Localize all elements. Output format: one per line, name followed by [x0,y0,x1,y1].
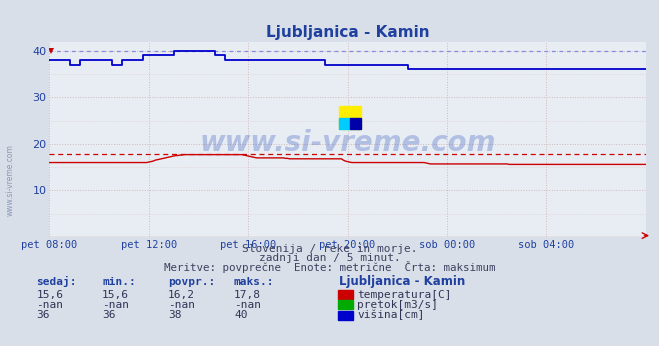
Text: -nan: -nan [36,300,63,310]
Text: 40: 40 [234,310,247,320]
Bar [339,106,361,129]
Text: 17,8: 17,8 [234,290,261,300]
Bar [339,118,350,129]
Text: www.si-vreme.com: www.si-vreme.com [200,129,496,157]
Bar [350,118,361,129]
Text: Meritve: povprečne  Enote: metrične  Črta: maksimum: Meritve: povprečne Enote: metrične Črta:… [163,261,496,273]
Text: 15,6: 15,6 [102,290,129,300]
Text: Slovenija / reke in morje.: Slovenija / reke in morje. [242,244,417,254]
Text: zadnji dan / 5 minut.: zadnji dan / 5 minut. [258,253,401,263]
Text: maks.:: maks.: [234,277,274,288]
Text: Ljubljanica - Kamin: Ljubljanica - Kamin [339,275,466,289]
Text: povpr.:: povpr.: [168,277,215,288]
Text: višina[cm]: višina[cm] [357,310,424,320]
Text: 15,6: 15,6 [36,290,63,300]
Text: 38: 38 [168,310,181,320]
Text: temperatura[C]: temperatura[C] [357,290,451,300]
Text: min.:: min.: [102,277,136,288]
Text: 16,2: 16,2 [168,290,195,300]
Text: sedaj:: sedaj: [36,276,76,288]
Title: Ljubljanica - Kamin: Ljubljanica - Kamin [266,25,430,40]
Text: 36: 36 [36,310,49,320]
Text: -nan: -nan [168,300,195,310]
Text: pretok[m3/s]: pretok[m3/s] [357,300,438,310]
Text: -nan: -nan [102,300,129,310]
Text: 36: 36 [102,310,115,320]
Text: www.si-vreme.com: www.si-vreme.com [5,144,14,216]
Text: -nan: -nan [234,300,261,310]
